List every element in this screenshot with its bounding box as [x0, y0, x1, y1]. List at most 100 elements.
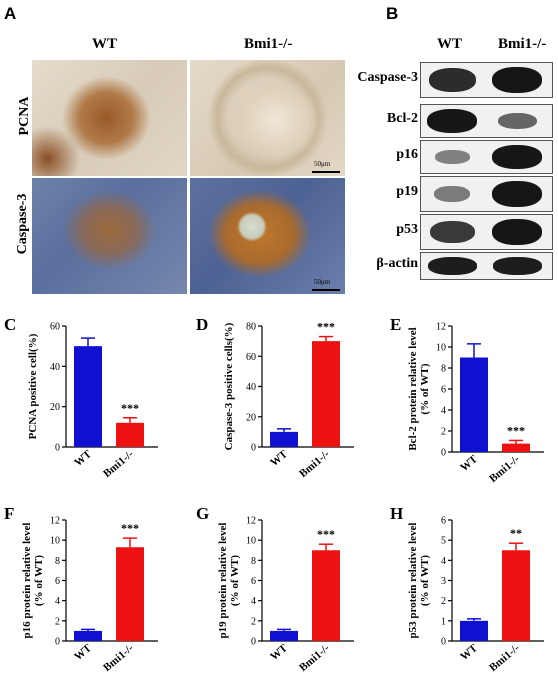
scale-bar-label: 50μm	[314, 160, 331, 168]
y-tick-label: 20	[246, 412, 256, 423]
significance-marker: ***	[507, 423, 525, 437]
micrograph-pcna-ko: 50μm	[190, 60, 345, 176]
y-tick-label: 2	[441, 596, 446, 607]
significance-marker: ***	[317, 527, 335, 541]
western-band	[428, 68, 476, 92]
western-row-label: Caspase-3	[357, 70, 418, 85]
micrograph-pcna-wt	[32, 60, 187, 176]
y-tick-label: 40	[246, 382, 256, 393]
y-tick-label: 0	[441, 637, 446, 648]
bar	[116, 547, 144, 641]
western-blot-strip	[420, 62, 553, 98]
y-tick-label: 80	[246, 322, 256, 333]
y-tick-label: 2	[55, 616, 60, 627]
micrograph-caspase3-ko: 50μm	[190, 178, 345, 294]
western-header-wt: WT	[437, 36, 463, 52]
x-tick-label: Bmi1-/-	[101, 448, 136, 480]
histology-header-ko: Bmi1-/-	[244, 36, 293, 52]
bar	[116, 422, 144, 447]
y-tick-label: 20	[50, 402, 60, 413]
y-axis-label: (% of WT)	[419, 363, 431, 414]
bar	[270, 431, 298, 447]
y-tick-label: 12	[50, 516, 60, 527]
y-axis-label: p16 protein relative level	[21, 523, 33, 639]
western-row-label: p16	[396, 147, 418, 162]
y-tick-label: 0	[55, 637, 60, 648]
y-tick-label: 5	[441, 536, 446, 547]
y-tick-label: 6	[441, 516, 446, 527]
y-axis-label: (% of WT)	[33, 555, 45, 606]
bar	[270, 630, 298, 641]
western-row-label: p19	[396, 184, 418, 199]
western-band	[427, 109, 477, 133]
x-tick-label: WT	[268, 448, 290, 469]
y-tick-label: 1	[441, 616, 446, 627]
bar	[460, 620, 488, 641]
y-tick-label: 0	[251, 637, 256, 648]
x-tick-label: WT	[458, 453, 480, 474]
panel-label-d: D	[196, 315, 208, 334]
western-band	[434, 149, 470, 165]
western-band	[492, 257, 542, 275]
panel-label-c: C	[4, 315, 16, 334]
significance-marker: ***	[317, 320, 335, 334]
y-tick-label: 60	[50, 322, 60, 333]
panel-label-a: A	[4, 4, 17, 23]
y-axis-label: PCNA positive cell(%)	[27, 333, 39, 439]
y-tick-label: 3	[441, 576, 446, 587]
western-band	[492, 145, 542, 169]
y-tick-label: 4	[441, 406, 446, 417]
x-tick-label: WT	[458, 642, 480, 663]
western-blot-strip	[420, 104, 553, 138]
western-header-ko: Bmi1-/-	[498, 36, 547, 52]
y-tick-label: 6	[251, 576, 256, 587]
y-tick-label: 0	[55, 443, 60, 454]
y-tick-label: 12	[436, 322, 446, 333]
x-tick-label: WT	[72, 642, 94, 663]
significance-marker: **	[510, 526, 522, 540]
western-band	[492, 181, 542, 207]
x-tick-label: WT	[268, 642, 290, 663]
scale-bar	[312, 289, 340, 291]
x-tick-label: WT	[72, 448, 94, 469]
bar	[312, 550, 340, 641]
western-row-label: β-actin	[376, 256, 418, 271]
y-tick-label: 0	[441, 448, 446, 459]
y-tick-label: 4	[55, 596, 60, 607]
scale-bar	[312, 171, 340, 173]
y-tick-label: 10	[436, 343, 446, 354]
panel-label-g: G	[196, 504, 209, 523]
micrograph-caspase3-wt	[32, 178, 187, 294]
bar	[460, 357, 488, 452]
western-band	[497, 112, 537, 130]
significance-marker: ***	[121, 521, 139, 535]
y-tick-label: 8	[251, 556, 256, 567]
western-band	[434, 186, 470, 202]
y-tick-label: 10	[50, 536, 60, 547]
bar	[74, 346, 102, 447]
y-tick-label: 2	[441, 427, 446, 438]
y-tick-label: 60	[246, 352, 256, 363]
y-axis-label: Bcl-2 protein relative level	[407, 327, 419, 450]
panel-label-f: F	[4, 504, 14, 523]
y-tick-label: 2	[251, 616, 256, 627]
western-row-label: p53	[396, 222, 418, 237]
y-tick-label: 8	[55, 556, 60, 567]
y-tick-label: 0	[251, 443, 256, 454]
y-axis-label: p53 protein relative level	[407, 523, 419, 639]
western-blot-strip	[420, 252, 553, 280]
bar	[502, 550, 530, 641]
y-axis-label: (% of WT)	[229, 555, 241, 606]
bar	[312, 341, 340, 447]
x-tick-label: Bmi1-/-	[101, 642, 136, 674]
y-tick-label: 6	[441, 385, 446, 396]
bar	[502, 443, 530, 452]
western-blot-strip	[420, 140, 553, 174]
x-tick-label: Bmi1-/-	[297, 642, 332, 674]
panel-label-h: H	[390, 504, 403, 523]
y-axis-label: p19 protein relative level	[217, 523, 229, 639]
western-row-label: Bcl-2	[386, 111, 418, 126]
y-tick-label: 6	[55, 576, 60, 587]
x-tick-label: Bmi1-/-	[297, 448, 332, 480]
